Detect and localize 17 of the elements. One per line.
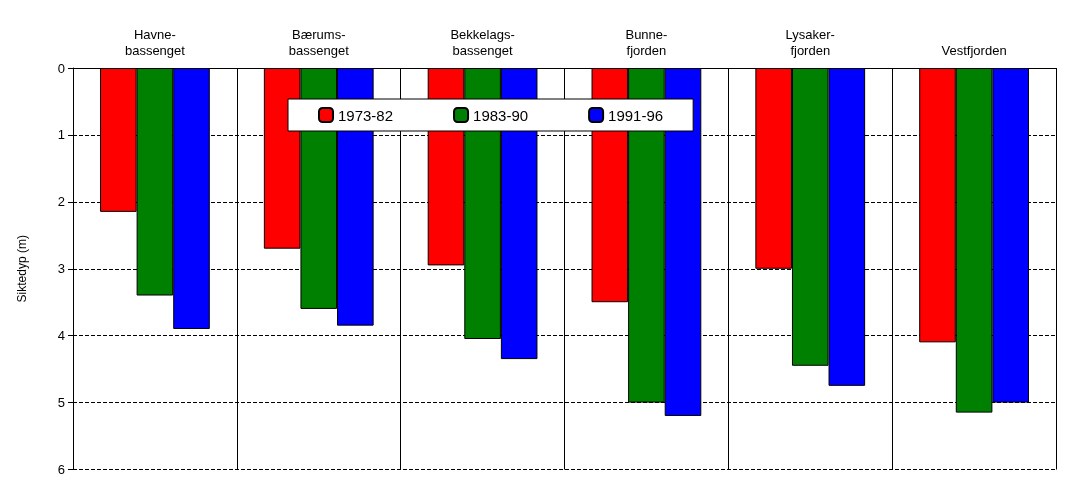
y-tick-label: 2 bbox=[57, 194, 65, 210]
legend-label: 1973-82 bbox=[338, 106, 394, 124]
x-tick-label: Bekkelags- bassenget bbox=[450, 26, 515, 58]
y-tick-label: 3 bbox=[57, 261, 65, 277]
legend-label: 1991-96 bbox=[608, 106, 664, 124]
y-tick-label: 1 bbox=[57, 127, 65, 143]
y-tick-label: 6 bbox=[57, 462, 65, 477]
x-tick-label: Bærums- bassenget bbox=[288, 26, 350, 58]
x-tick-label: Vestfjorden bbox=[941, 42, 1007, 58]
y-tick-label: 4 bbox=[57, 328, 65, 344]
legend-label: 1983-90 bbox=[473, 106, 529, 124]
x-tick-label: Bunne- fjorden bbox=[625, 26, 668, 58]
y-tick-label: 0 bbox=[57, 60, 65, 76]
y-tick-label: 5 bbox=[57, 395, 65, 411]
y-axis-title: Siktedyp (m) bbox=[15, 235, 29, 303]
x-tick-label: Havne- bassenget bbox=[124, 26, 186, 58]
x-tick-label: Lysaker- fjorden bbox=[785, 26, 835, 58]
